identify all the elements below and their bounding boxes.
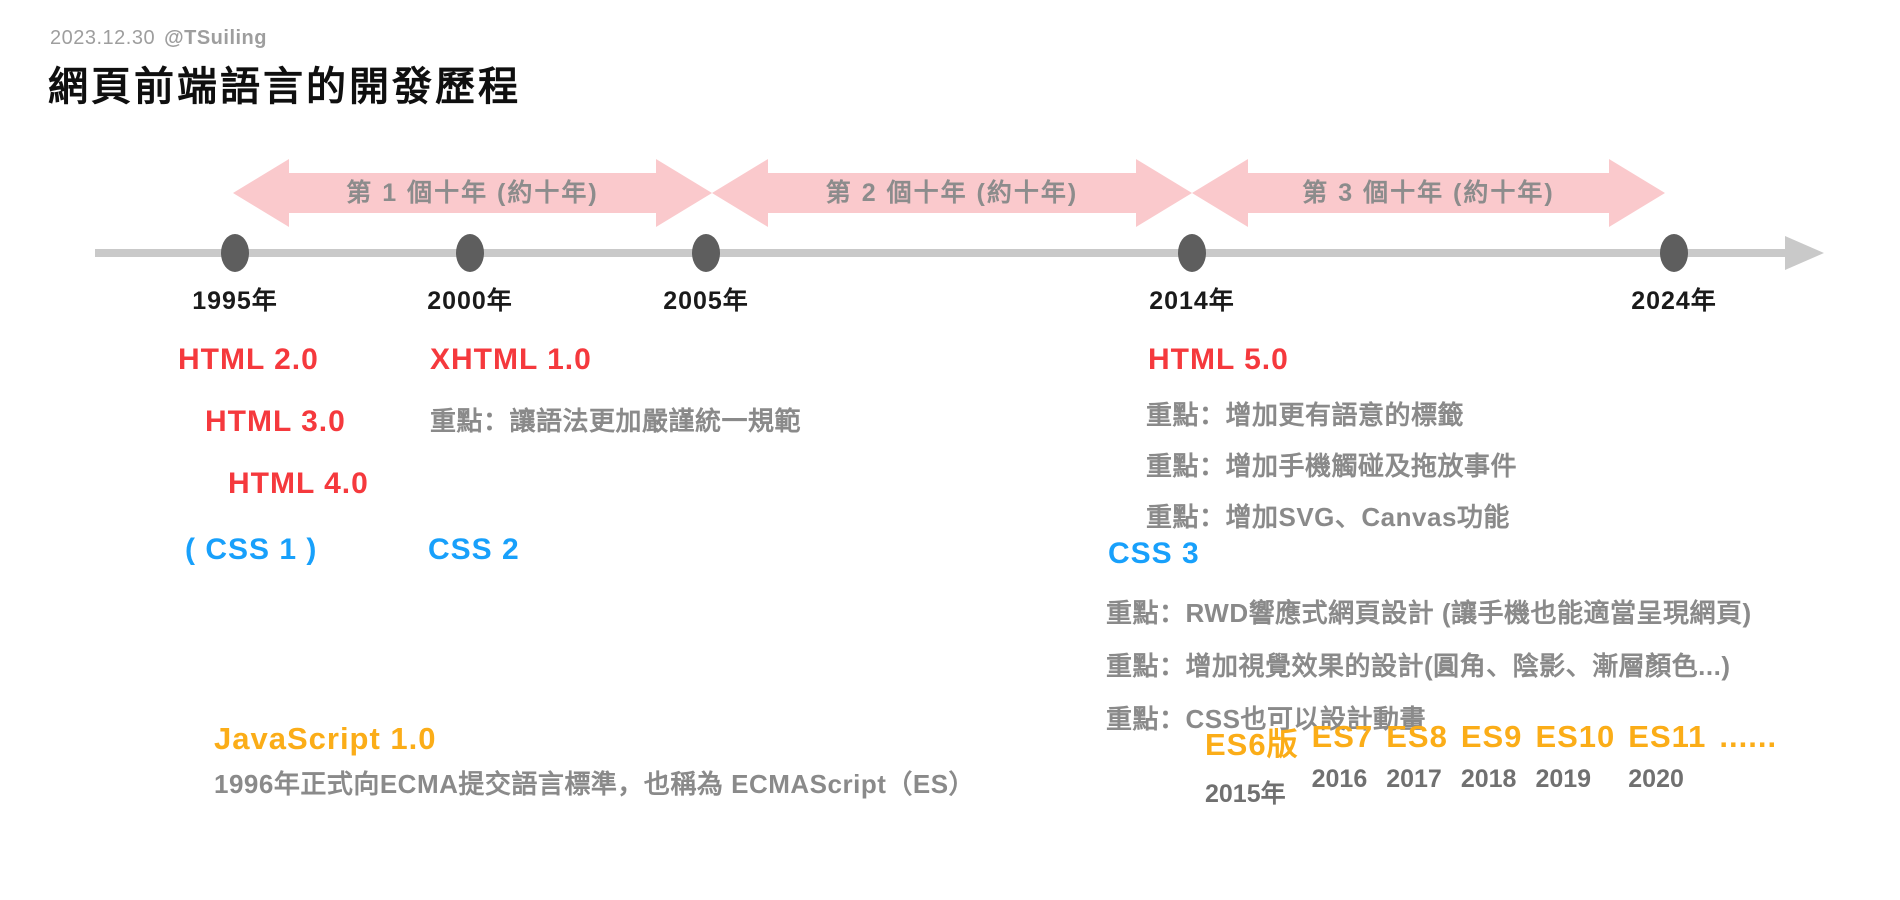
year-label-2000: 2000年: [427, 287, 513, 315]
es7-label: ES7: [1311, 719, 1374, 754]
decade-arrow-2: [712, 159, 1192, 227]
es-column: ES8 2017: [1386, 719, 1448, 794]
es9-year: 2018: [1460, 765, 1517, 793]
html4-label: HTML 4.0: [228, 467, 369, 500]
html5-note-3: 重點：增加SVG、Canvas功能: [1146, 502, 1510, 532]
javascript-label: JavaScript 1.0: [214, 721, 437, 756]
es-more-label: ......: [1719, 719, 1778, 754]
decade-arrow-1: [233, 159, 712, 227]
html5-label: HTML 5.0: [1148, 343, 1289, 376]
es-column: ES10 2019: [1535, 719, 1615, 794]
html5-note-1: 重點：增加更有語意的標籤: [1146, 400, 1465, 430]
xhtml-note: 重點：讓語法更加嚴謹統一規範: [430, 406, 802, 436]
html3-label: HTML 3.0: [205, 405, 346, 438]
es-column: ES6版 2015年: [1205, 719, 1299, 810]
era-label-1: 第 1 個十年 (約十年): [346, 179, 599, 207]
timeline-dot-2000: [456, 234, 484, 272]
year-label-2024: 2024年: [1631, 287, 1717, 315]
css3-notes: 重點：RWD響應式網頁設計 (讓手機也能適當呈現網頁) 重點：增加視覺效果的設計…: [1106, 587, 1752, 746]
es11-year: 2020: [1628, 765, 1684, 793]
es10-year: 2019: [1535, 765, 1592, 793]
era-label-2: 第 2 個十年 (約十年): [825, 179, 1079, 207]
es10-label: ES10: [1535, 719, 1616, 754]
credit: 2023.12.30 @TSuiling: [50, 27, 267, 50]
es6-label: ES6版: [1205, 727, 1299, 762]
timeline-dot-1995: [221, 234, 249, 272]
html2-label: HTML 2.0: [178, 343, 319, 376]
html5-notes: 重點：增加更有語意的標籤 重點：增加手機觸碰及拖放事件 重點：增加SVG、Can…: [1146, 390, 1517, 543]
es6-year: 2015年: [1205, 780, 1286, 808]
html5-note-2: 重點：增加手機觸碰及拖放事件: [1146, 451, 1518, 481]
xhtml-label: XHTML 1.0: [430, 343, 592, 376]
es-column: ......: [1719, 719, 1777, 765]
timeline-dot-2024: [1660, 234, 1688, 272]
css3-label: CSS 3: [1108, 537, 1200, 570]
credit-handle: @TSuiling: [164, 27, 267, 49]
era-label-3: 第 3 個十年 (約十年): [1302, 179, 1555, 207]
timeline-line: [95, 249, 1787, 257]
javascript-note: 1996年正式向ECMA提交語言標準，也稱為 ECMAScript（ES）: [214, 769, 976, 799]
css2-label: CSS 2: [428, 533, 520, 566]
credit-date: 2023.12.30: [50, 27, 156, 49]
es-column: ES11 2020: [1628, 719, 1706, 794]
css1-label: ( CSS 1 ): [185, 533, 318, 566]
timeline-dot-2014: [1178, 234, 1206, 272]
es-versions-row: ES6版 2015年 ES7 2016 ES8 2017 ES9 2018 ES…: [1205, 719, 1777, 810]
es-column: ES9 2018: [1461, 719, 1523, 794]
year-label-2014: 2014年: [1149, 287, 1235, 315]
es11-label: ES11: [1628, 719, 1707, 754]
es8-year: 2017: [1386, 765, 1442, 793]
es-column: ES7 2016: [1312, 719, 1374, 794]
css3-note-3: 重點：CSS也可以設計動畫: [1106, 704, 1426, 734]
css3-note-2: 重點：增加視覺效果的設計(圓角、陰影、漸層顏色...): [1106, 651, 1731, 681]
year-label-1995: 1995年: [192, 287, 278, 315]
timeline-arrowhead-icon: [1785, 236, 1824, 270]
es7-year: 2016: [1311, 765, 1368, 793]
css3-note-1: 重點：RWD響應式網頁設計 (讓手機也能適當呈現網頁): [1106, 598, 1752, 628]
es8-label: ES8: [1386, 719, 1448, 754]
timeline-dot-2005: [692, 234, 720, 272]
es9-label: ES9: [1460, 719, 1523, 754]
page-title: 網頁前端語言的開發歷程: [48, 65, 521, 109]
decade-arrow-3: [1192, 159, 1665, 227]
year-label-2005: 2005年: [663, 287, 749, 315]
